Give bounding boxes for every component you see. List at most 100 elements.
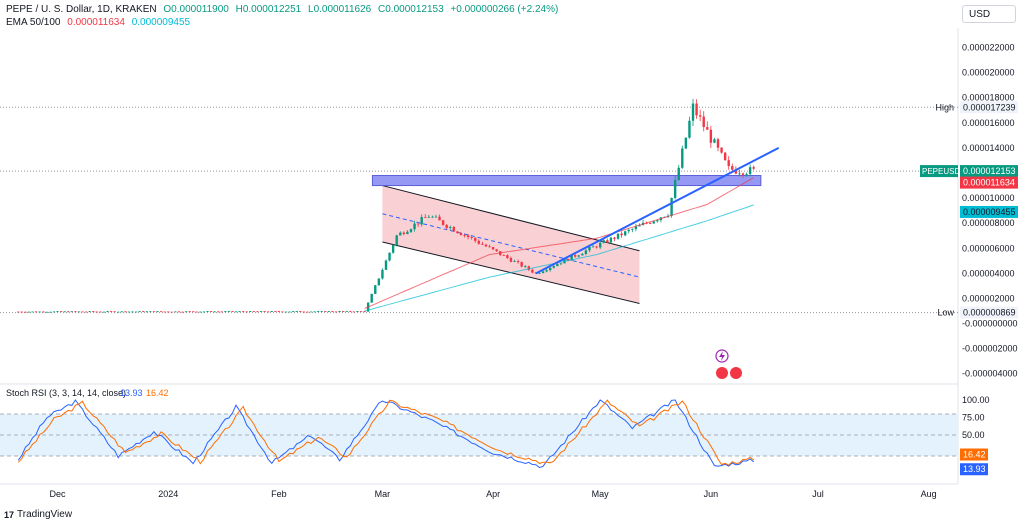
candle-body [241, 311, 245, 313]
stoch-k-tag [960, 463, 988, 476]
candle-body [234, 311, 238, 313]
candle-body [609, 237, 613, 243]
candle-body [409, 229, 413, 232]
rising-trendline [535, 147, 780, 275]
candle-body [420, 217, 423, 225]
candle-body [274, 311, 277, 312]
candle-body [484, 244, 488, 247]
candle-body [556, 263, 559, 267]
ema100-price-tag [960, 205, 1018, 218]
candle-body [566, 258, 570, 261]
candle-body [438, 216, 441, 221]
candle-body [716, 139, 720, 148]
candle-body [149, 311, 152, 313]
candle-body [341, 311, 345, 312]
candle-body [20, 311, 24, 313]
candle-body [531, 269, 534, 273]
candle-body [741, 173, 745, 175]
candle-body [395, 235, 398, 246]
candle-body [684, 137, 688, 149]
candle-body [27, 311, 31, 313]
candle-body [142, 311, 145, 313]
candle-body [231, 311, 234, 312]
candle-body [691, 103, 695, 121]
stoch-d-line [17, 399, 754, 466]
high-label: High [935, 102, 954, 112]
candle-body [238, 311, 241, 313]
candle-body [295, 311, 298, 312]
y-tick-label: 0.000006000 [962, 243, 1015, 253]
candle-body [623, 231, 627, 236]
y-tick-label: 0.000020000 [962, 68, 1015, 78]
candle-body [156, 311, 159, 313]
candle-body [291, 311, 295, 313]
candle-body [74, 311, 77, 313]
candle-body [731, 166, 734, 170]
candle-body [524, 266, 527, 268]
candle-body [252, 311, 256, 312]
x-tick-label: Dec [50, 489, 67, 499]
candle-body [170, 311, 173, 313]
candle-body [706, 127, 709, 130]
candle-body [506, 255, 509, 258]
candle-body [59, 311, 63, 313]
stoch-k-line [17, 399, 755, 469]
candle-body [327, 311, 331, 313]
candle-body [184, 311, 188, 313]
candle-body [277, 311, 281, 313]
stoch-y-tick-label: 50.00 [962, 430, 985, 440]
candle-body [656, 220, 659, 222]
x-tick-label: May [592, 489, 610, 499]
candle-body [117, 311, 120, 313]
resistance-zone [371, 175, 762, 187]
candle-body [299, 311, 302, 312]
currency-button[interactable]: USD [962, 5, 1016, 23]
candle-body [595, 246, 598, 248]
candle-body [463, 235, 466, 236]
ema100-price-value: 0.000009455 [963, 207, 1016, 217]
candle-body [345, 311, 348, 312]
y-tick-label: -0.000002000 [962, 344, 1018, 354]
y-tick-label: 0.000004000 [962, 268, 1015, 278]
candle-body [352, 311, 356, 313]
candle-body [748, 167, 752, 175]
candle-body [206, 311, 209, 313]
candle-body [466, 235, 470, 238]
candle-body [49, 311, 52, 313]
stoch-d-legend: 16.42 [146, 388, 169, 398]
candle-body [541, 271, 545, 274]
x-tick-label: 2024 [158, 489, 178, 499]
candle-body [677, 167, 680, 181]
candle-body [513, 261, 516, 262]
high-price-value: 0.000017239 [963, 102, 1016, 112]
candle-body [17, 311, 20, 313]
candle-body [709, 129, 713, 143]
candle-body [24, 311, 27, 313]
candle-body [188, 311, 191, 313]
candle-body [159, 311, 163, 313]
candle-body [577, 255, 580, 257]
candle-body [445, 224, 448, 228]
ema-label[interactable]: EMA 50/100 [6, 17, 61, 28]
tradingview-brand[interactable]: 17 TradingView [4, 509, 72, 520]
candle-body [349, 311, 352, 312]
candle-body [120, 311, 124, 313]
candle-body [316, 311, 320, 312]
candle-body [384, 260, 388, 270]
brand-label: TradingView [17, 509, 73, 520]
candle-body [106, 311, 109, 313]
candle-body [174, 311, 177, 313]
candle-body [356, 311, 359, 313]
candle-body [406, 231, 409, 235]
last-price-value: 0.000012153 [963, 166, 1016, 176]
symbol-title[interactable]: PEPE / U. S. Dollar, 1D, KRAKEN [6, 4, 157, 15]
candle-body [338, 311, 341, 312]
candle-body [416, 223, 420, 225]
candle-body [309, 311, 313, 313]
candle-body [95, 311, 99, 313]
candle-body [67, 311, 70, 313]
x-tick-label: Feb [271, 489, 287, 499]
candle-body [631, 229, 634, 230]
